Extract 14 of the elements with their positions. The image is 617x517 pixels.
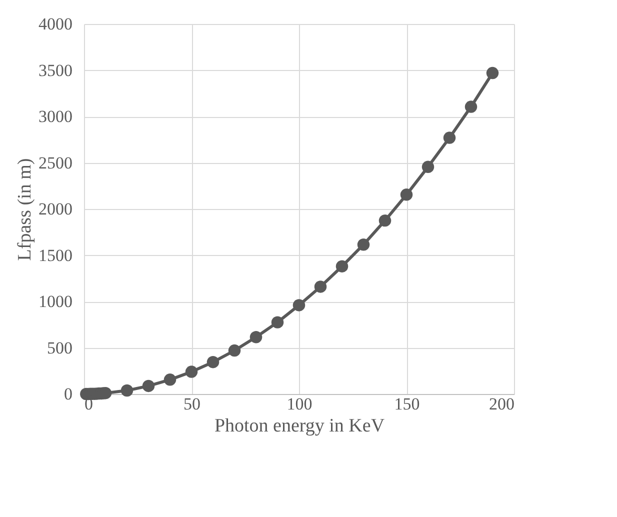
x-tick-label: 50 — [184, 394, 200, 414]
y-tick-label: 1500 — [38, 246, 72, 265]
y-tick-label: 4000 — [38, 14, 72, 34]
y-tick-label: 3500 — [38, 60, 72, 80]
x-tick-label: 150 — [394, 394, 420, 414]
y-axis-title: Lfpass (in m) — [14, 158, 36, 261]
y-tick-label: 500 — [47, 338, 72, 358]
x-tick-label: 200 — [489, 394, 514, 414]
y-tick-label: 2500 — [38, 153, 72, 172]
y-tick-label: 2000 — [38, 200, 72, 218]
y-tick-label: 1000 — [38, 292, 72, 311]
x-axis-title: Photon energy in KeV — [214, 416, 385, 436]
x-tick-label: 100 — [286, 394, 312, 414]
y-tick-label: 3000 — [38, 107, 72, 126]
